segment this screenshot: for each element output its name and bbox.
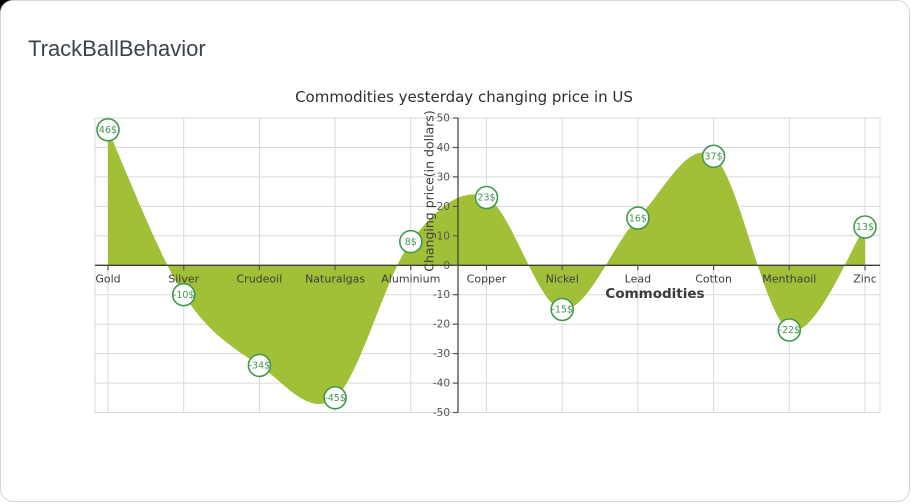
- data-label-bubble: [777, 318, 802, 342]
- data-label-bubble: [323, 385, 347, 410]
- page-title: TrackBallBehavior: [28, 36, 206, 61]
- y-axis-tick-label: -20: [433, 319, 450, 331]
- x-axis-label: Gold: [95, 272, 120, 285]
- x-axis-label: Zinc: [853, 272, 877, 285]
- y-axis-tick-label: 40: [437, 142, 450, 154]
- x-axis-label: Cotton: [695, 272, 732, 285]
- y-axis-tick-label: 30: [437, 171, 450, 183]
- data-label-value: -15$: [551, 305, 573, 316]
- y-axis-tick-label: -40: [433, 378, 450, 390]
- x-axis-title: Commodities: [605, 286, 705, 302]
- series-area[interactable]: [108, 129, 865, 405]
- data-label-value: 23$: [477, 193, 495, 204]
- x-axis-label: Aluminium: [381, 272, 440, 285]
- x-axis-label: Lead: [625, 272, 651, 285]
- data-label-bubble: [701, 144, 726, 169]
- x-axis: Gold Silver Crudeoil Naturalgas Aluminium Cop…: [95, 264, 880, 285]
- x-axis-label: Silver: [168, 272, 199, 285]
- data-label-bubble: [398, 229, 423, 254]
- data-label-bubble: [96, 118, 120, 142]
- data-label-value: -22$: [779, 325, 801, 336]
- y-axis-tick-label: 10: [437, 230, 450, 242]
- x-axis-label: Menthaoil: [762, 272, 816, 285]
- data-label-value: 16$: [629, 213, 647, 224]
- data-label-bubbles: 46$ -10$ -34$ -45$ 8$ 23$ -15$ 16$ 37$ -22$ 13$: [96, 118, 877, 410]
- y-axis-tick-label: 50: [437, 113, 450, 125]
- y-axis: -50 -40 -30 -20 -10 0 10 20 30 40 50: [433, 113, 459, 419]
- data-label-value: 13$: [856, 222, 874, 233]
- data-label-value: -10$: [173, 290, 195, 301]
- data-label-value: -34$: [249, 361, 271, 372]
- data-label-bubble: [626, 206, 650, 230]
- y-axis-title: Changing price(in dollars): [421, 110, 437, 272]
- y-axis-tick-label: 20: [437, 201, 450, 213]
- data-label-bubble: [853, 215, 877, 239]
- data-label-bubble: [474, 185, 499, 210]
- x-axis-label: Crudeoil: [237, 272, 283, 285]
- data-label-bubble: [247, 353, 272, 378]
- data-label-value: -45$: [324, 393, 346, 404]
- x-axis-label: Copper: [467, 272, 507, 285]
- y-axis-tick-label: -10: [433, 289, 450, 301]
- y-axis-tick-label: -50: [433, 407, 450, 419]
- data-label-bubble: [550, 297, 575, 322]
- data-label-value: 46$: [99, 125, 117, 136]
- data-label-value: 37$: [705, 152, 723, 163]
- chart-title: Commodities yesterday changing price in …: [295, 88, 633, 106]
- spline-area-shape: [108, 129, 865, 405]
- data-label-value: 8$: [405, 237, 417, 248]
- x-axis-label: Nickel: [546, 272, 579, 285]
- y-axis-tick-label: -30: [433, 348, 450, 360]
- x-axis-label: Naturalgas: [305, 272, 365, 285]
- data-label-bubble: [171, 282, 196, 307]
- y-axis-tick-label: 0: [443, 260, 450, 272]
